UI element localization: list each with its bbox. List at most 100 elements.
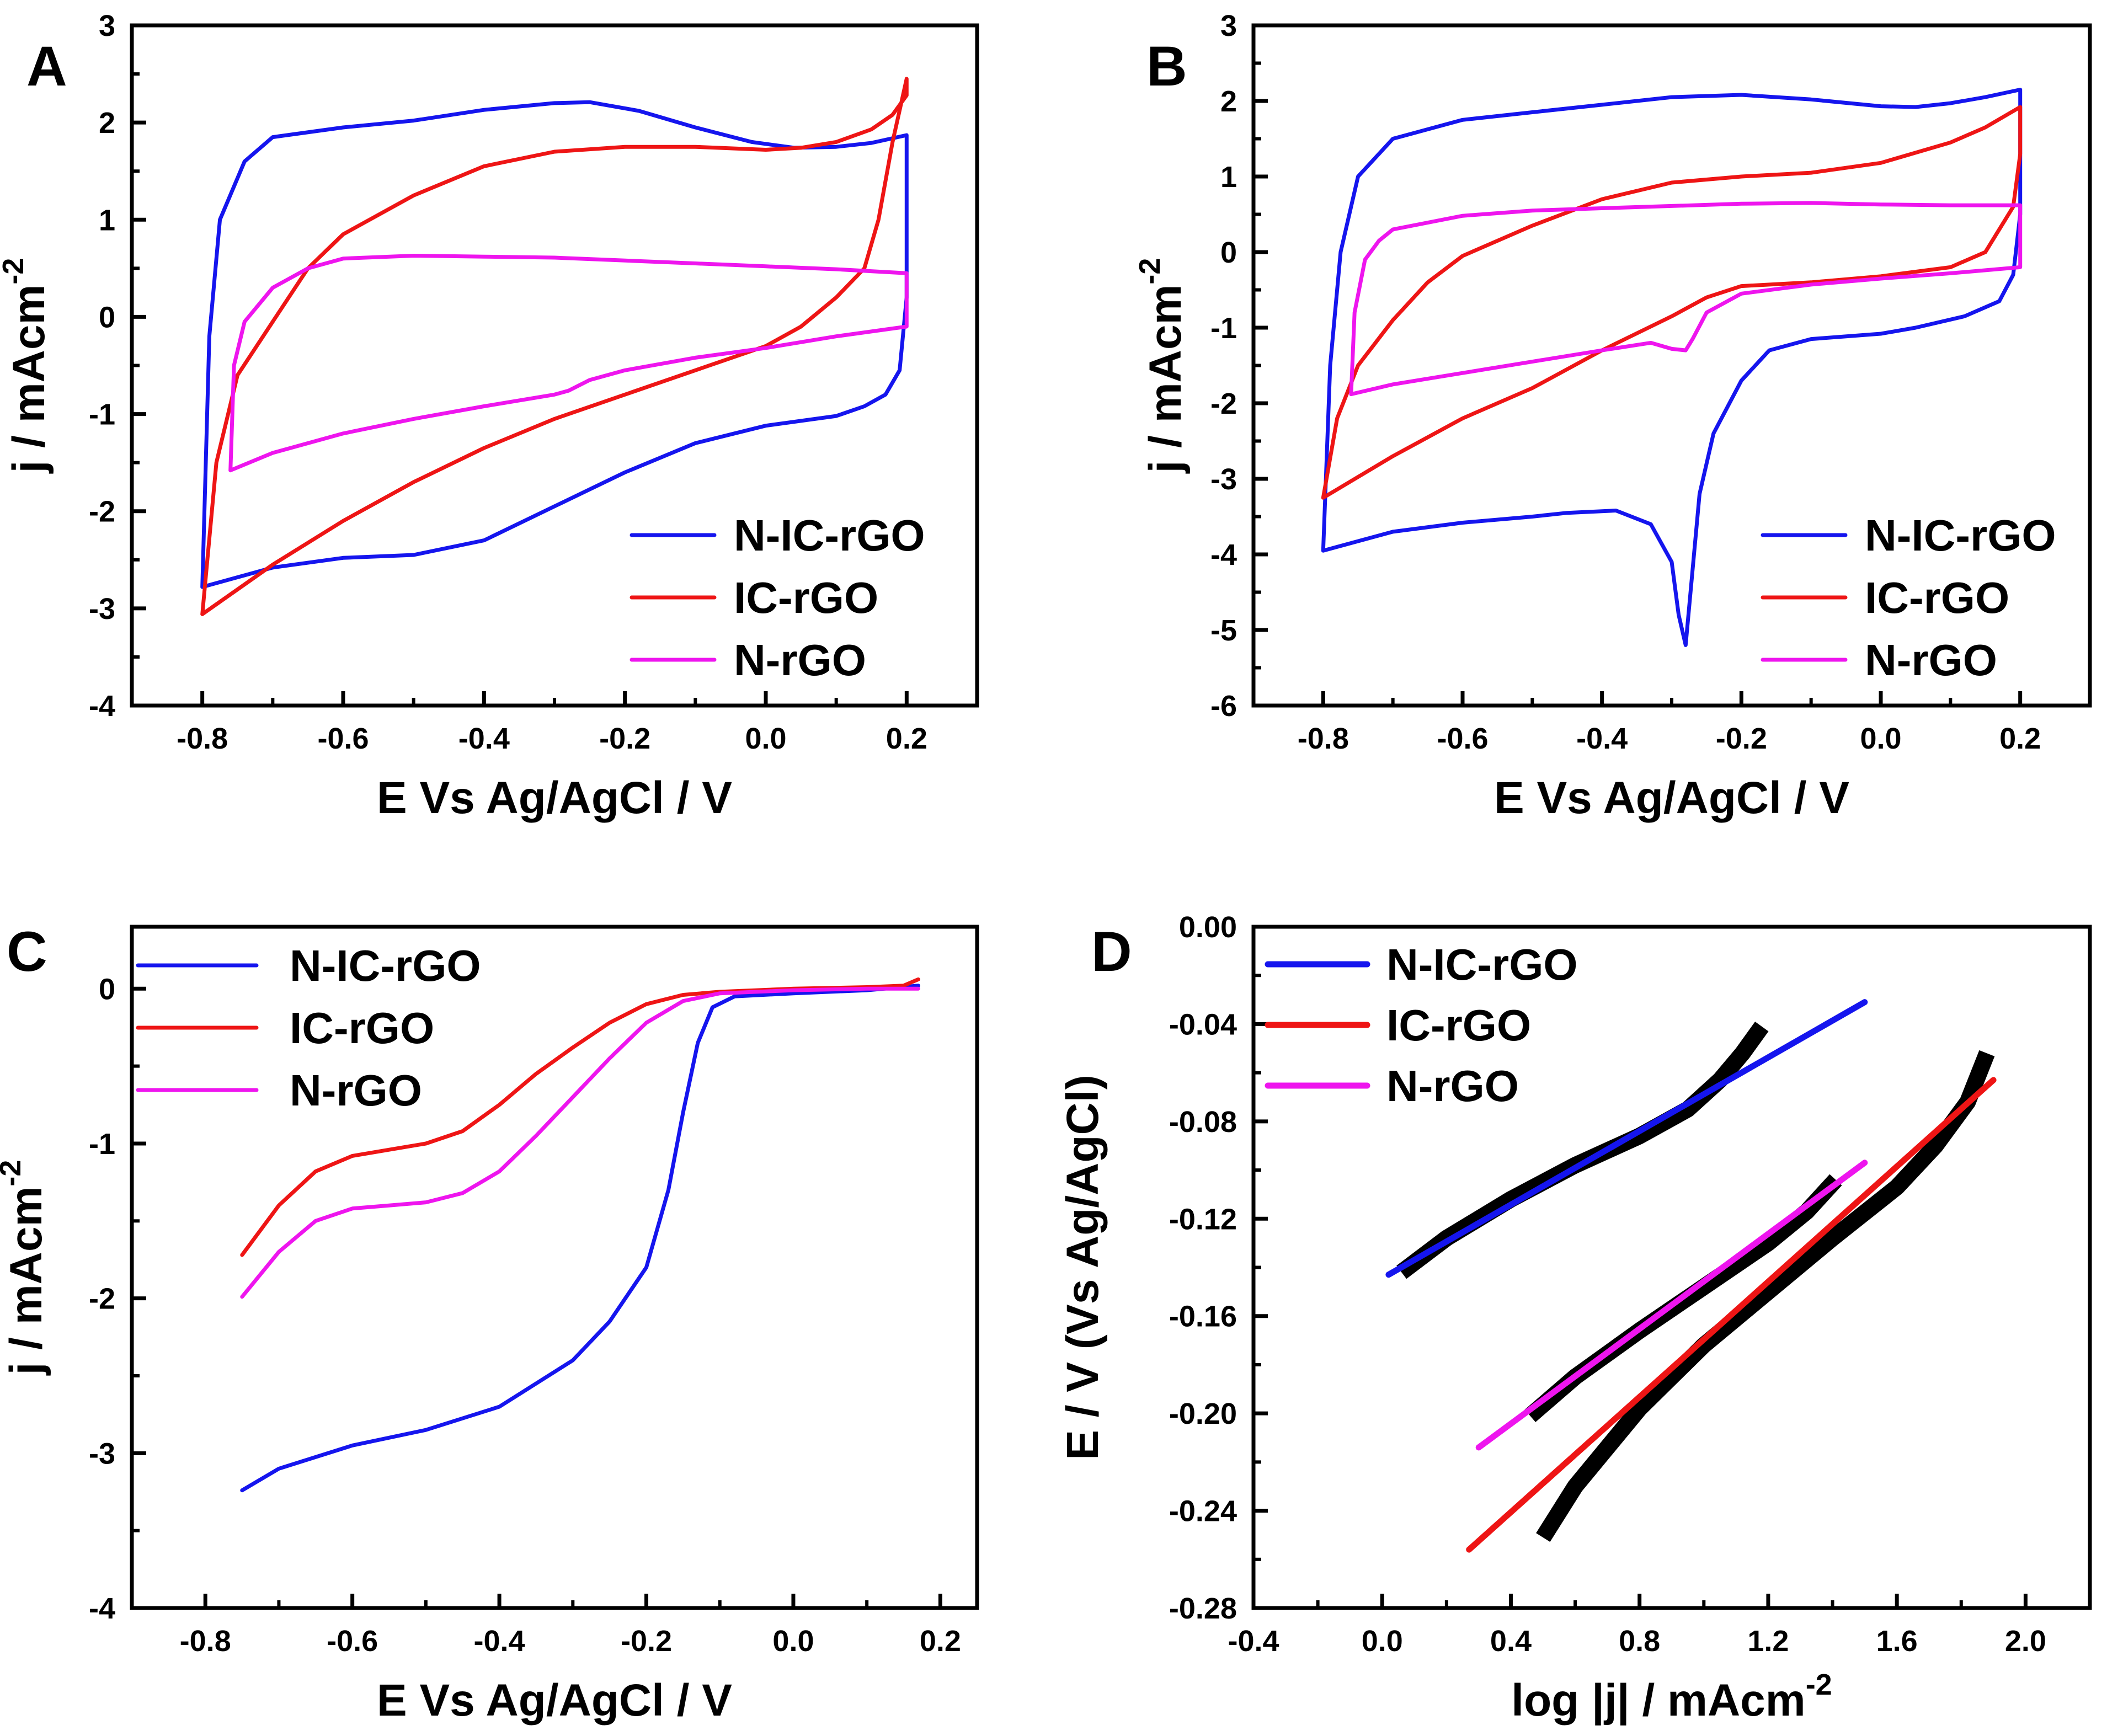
x-tick-label: -0.6 <box>327 1625 378 1658</box>
series-line-n-ic-rgo <box>1385 999 1868 1278</box>
legend: N-IC-rGO IC-rGO N-rGO <box>136 941 481 1115</box>
series-line-n-ic-rgo <box>200 100 909 589</box>
legend-item: N-IC-rGO <box>136 941 481 990</box>
y-tick-label: -3 <box>89 592 115 626</box>
panel-c: -0.8 -0.6 -0.4 -0.2 0.0 0.2 0 -1 -2 -3 -4 E Vs Ag/A… <box>0 920 979 1726</box>
y-tick-label: -6 <box>1210 690 1237 723</box>
x-tick-label: 0.2 <box>1999 722 2041 755</box>
series-line-data <box>1396 1022 1769 1279</box>
x-tick-label: 0.0 <box>1362 1625 1403 1658</box>
legend-label: N-IC-rGO <box>734 511 925 560</box>
y-tick-label: 3 <box>1220 9 1237 42</box>
x-tick-label: -0.4 <box>1576 722 1628 755</box>
x-tick-label: -0.6 <box>1437 722 1488 755</box>
legend: N-IC-rGO IC-rGO N-rGO <box>1265 940 1578 1110</box>
series-line-n-ic-rgo <box>240 984 920 1493</box>
panel-a: -0.8 -0.6 -0.4 -0.2 0.0 0.2 3 2 1 0 -1 -2 -3 -4 E Vs A… <box>0 9 979 823</box>
y-tick-label: -1 <box>89 1128 115 1161</box>
y-tick-label: 0.00 <box>1179 911 1237 944</box>
legend-label: N-rGO <box>734 635 866 685</box>
series-group <box>240 977 920 1493</box>
legend-item: IC-rGO <box>1761 573 2009 622</box>
y-tick-label: -4 <box>1210 538 1237 571</box>
x-tick-label: -0.2 <box>621 1625 672 1658</box>
y-axis-title: j / mAcm-2 <box>1133 258 1191 474</box>
x-tick-label: -0.2 <box>1716 722 1767 755</box>
x-axis-title: log |j| / mAcm-2 <box>1511 1668 1832 1726</box>
x-tick-label: -0.2 <box>599 722 650 755</box>
series-group <box>200 77 909 616</box>
series-line-ic-rgo <box>200 77 909 616</box>
series-line-n-rgo <box>1475 1160 1868 1451</box>
y-tick-label: -4 <box>89 1592 115 1625</box>
y-axis-title: j / mAcm-2 <box>0 1160 51 1376</box>
legend-item: N-rGO <box>1761 635 1997 685</box>
y-tick-label: -1 <box>89 398 115 431</box>
y-tick-label: 1 <box>99 204 115 237</box>
y-tick-label: 2 <box>99 106 115 140</box>
legend-label: N-rGO <box>1865 635 1997 685</box>
panel-b: -0.8 -0.6 -0.4 -0.2 0.0 0.2 3 2 1 0 -1 -2 -3 -4 -5 -6 E … <box>1133 9 2092 823</box>
y-axis-title: j / mAcm-2 <box>0 258 54 474</box>
y-tick-label: 0 <box>1220 236 1237 269</box>
panel-letter: C <box>7 920 47 983</box>
legend-item: IC-rGO <box>136 1003 434 1053</box>
y-tick-label: 3 <box>99 9 115 42</box>
legend-label: IC-rGO <box>1865 573 2009 622</box>
panel-d: -0.4 0.0 0.4 0.8 1.2 1.6 2.0 0.00 -0.04 -0.08 -0.1… <box>1058 911 2092 1726</box>
legend-item: N-IC-rGO <box>1265 940 1578 989</box>
x-tick-label: 1.2 <box>1747 1625 1789 1658</box>
series-line-n-rgo <box>228 254 909 473</box>
x-axis-title: E Vs Ag/AgCl / V <box>1494 773 1849 823</box>
legend-item: IC-rGO <box>1265 1001 1531 1050</box>
x-tick-label: 0.0 <box>745 722 786 755</box>
x-tick-label: -0.4 <box>1228 1625 1279 1658</box>
x-tick-label: -0.8 <box>1298 722 1349 755</box>
x-tick-label: 0.8 <box>1619 1625 1660 1658</box>
y-tick-label: -0.08 <box>1169 1105 1237 1139</box>
y-tick-label: 1 <box>1220 161 1237 194</box>
y-tick-label: -2 <box>89 1283 115 1316</box>
y-tick-label: -0.12 <box>1169 1203 1237 1236</box>
legend-label: N-IC-rGO <box>1865 511 2056 560</box>
legend-label: IC-rGO <box>1386 1001 1531 1050</box>
y-tick-label: -0.20 <box>1169 1397 1237 1430</box>
series-line-n-ic-rgo <box>1321 88 2023 647</box>
panel-letter: A <box>26 35 67 98</box>
y-tick-label: -3 <box>1210 463 1237 496</box>
x-axis-title: E Vs Ag/AgCl / V <box>377 773 732 823</box>
legend-label: N-rGO <box>290 1066 422 1115</box>
legend: N-IC-rGO IC-rGO N-rGO <box>630 511 925 685</box>
x-tick-label: -0.4 <box>474 1625 525 1658</box>
series-line-n-rgo <box>1349 201 2023 397</box>
y-tick-label: -0.16 <box>1169 1300 1237 1333</box>
x-tick-label: -0.8 <box>177 722 228 755</box>
legend: N-IC-rGO IC-rGO N-rGO <box>1761 511 2056 685</box>
legend-label: N-IC-rGO <box>290 941 481 990</box>
x-tick-label: 0.2 <box>920 1625 961 1658</box>
x-tick-label: 1.6 <box>1876 1625 1918 1658</box>
series-line-n-rgo <box>240 986 920 1299</box>
y-tick-label: -3 <box>89 1437 115 1470</box>
series-group <box>1385 999 1997 1553</box>
x-tick-label: -0.6 <box>317 722 369 755</box>
x-axis-title: E Vs Ag/AgCl / V <box>377 1675 732 1726</box>
y-tick-label: 2 <box>1220 85 1237 118</box>
x-tick-label: -0.8 <box>180 1625 231 1658</box>
y-tick-label: -2 <box>89 495 115 528</box>
x-tick-label: 2.0 <box>2005 1625 2046 1658</box>
legend-label: IC-rGO <box>290 1003 434 1053</box>
series-line-ic-rgo <box>1466 1077 1997 1553</box>
y-tick-label: -4 <box>89 690 115 723</box>
plot-frame <box>130 925 979 1610</box>
y-tick-label: -0.28 <box>1169 1592 1237 1625</box>
series-line-data <box>1536 1050 1995 1542</box>
y-tick-label: -2 <box>1210 387 1237 420</box>
series-group <box>1321 88 2023 647</box>
series-line-ic-rgo <box>1321 105 2023 500</box>
legend-label: N-IC-rGO <box>1386 940 1578 989</box>
x-tick-label: 0.0 <box>1860 722 1901 755</box>
panel-letter: B <box>1146 35 1187 98</box>
panel-letter: D <box>1091 920 1132 983</box>
